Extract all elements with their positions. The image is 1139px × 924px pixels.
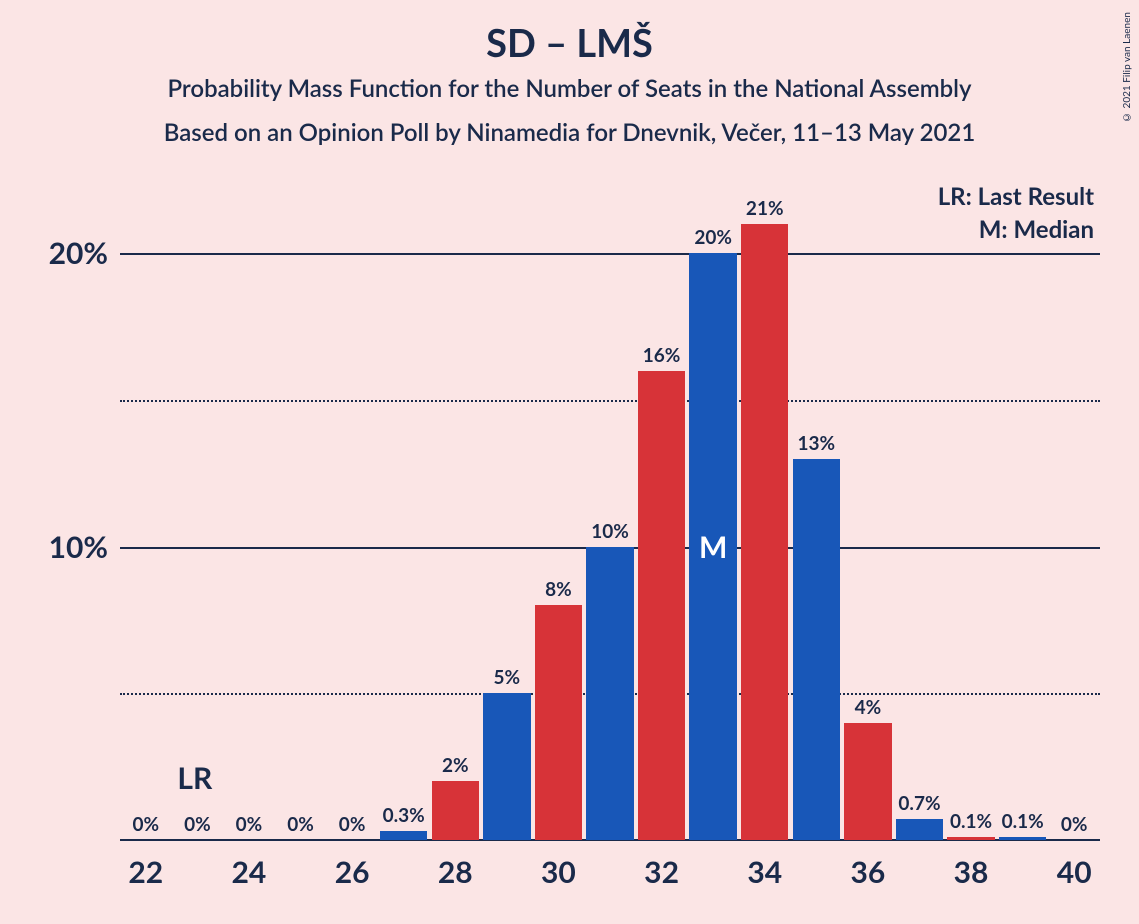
y-gridline bbox=[120, 400, 1100, 402]
y-tick-label: 10% bbox=[49, 529, 120, 565]
x-tick-label: 40 bbox=[1057, 840, 1092, 890]
x-tick-label: 38 bbox=[954, 840, 989, 890]
bar-value-label: 2% bbox=[442, 754, 469, 777]
median-annotation: M bbox=[699, 529, 727, 565]
bar-value-label: 0.3% bbox=[383, 804, 425, 827]
bar bbox=[844, 723, 891, 840]
bar-value-label: 5% bbox=[494, 666, 521, 689]
bar bbox=[741, 224, 788, 840]
plot-area: LR: Last Result M: Median 10%20%22242628… bbox=[120, 180, 1100, 840]
x-tick-label: 36 bbox=[850, 840, 885, 890]
bar bbox=[586, 547, 633, 840]
bar-value-label: 0.1% bbox=[1002, 810, 1044, 833]
bar bbox=[793, 459, 840, 840]
bar bbox=[535, 605, 582, 840]
x-tick-label: 28 bbox=[438, 840, 473, 890]
chart-title: SD – LMŠ bbox=[0, 20, 1139, 66]
bar-value-label: 16% bbox=[643, 344, 681, 367]
bar-value-label: 4% bbox=[855, 696, 882, 719]
legend-m: M: Median bbox=[938, 215, 1094, 244]
bar bbox=[638, 371, 685, 840]
bar-value-label: 0% bbox=[339, 813, 366, 836]
bar bbox=[380, 831, 427, 840]
bar-value-label: 8% bbox=[545, 578, 572, 601]
bar bbox=[999, 837, 1046, 840]
chart-subtitle-1: Probability Mass Function for the Number… bbox=[0, 74, 1139, 103]
legend: LR: Last Result M: Median bbox=[938, 182, 1094, 244]
x-tick-label: 22 bbox=[128, 840, 163, 890]
legend-lr: LR: Last Result bbox=[938, 182, 1094, 211]
bar-value-label: 0.7% bbox=[898, 792, 940, 815]
y-tick-label: 20% bbox=[49, 235, 120, 271]
bar-value-label: 20% bbox=[694, 226, 732, 249]
x-tick-label: 32 bbox=[644, 840, 679, 890]
x-tick-label: 34 bbox=[747, 840, 782, 890]
bar-value-label: 10% bbox=[591, 520, 629, 543]
lr-annotation: LR bbox=[177, 760, 212, 796]
bar-value-label: 0% bbox=[132, 813, 159, 836]
bar-value-label: 0% bbox=[1061, 813, 1088, 836]
bar bbox=[432, 781, 479, 840]
bar bbox=[896, 819, 943, 840]
x-tick-label: 24 bbox=[232, 840, 267, 890]
bar-value-label: 0.1% bbox=[950, 810, 992, 833]
bar-value-label: 0% bbox=[184, 813, 211, 836]
bar-value-label: 0% bbox=[236, 813, 263, 836]
copyright-text: © 2021 Filip van Laenen bbox=[1121, 12, 1133, 123]
x-tick-label: 26 bbox=[335, 840, 370, 890]
chart-subtitle-2: Based on an Opinion Poll by Ninamedia fo… bbox=[0, 118, 1139, 147]
y-gridline bbox=[120, 253, 1100, 255]
bar bbox=[483, 693, 530, 840]
bar-value-label: 0% bbox=[287, 813, 314, 836]
bar-value-label: 13% bbox=[798, 432, 836, 455]
bar bbox=[947, 837, 994, 840]
x-tick-label: 30 bbox=[541, 840, 576, 890]
bar-value-label: 21% bbox=[746, 197, 784, 220]
